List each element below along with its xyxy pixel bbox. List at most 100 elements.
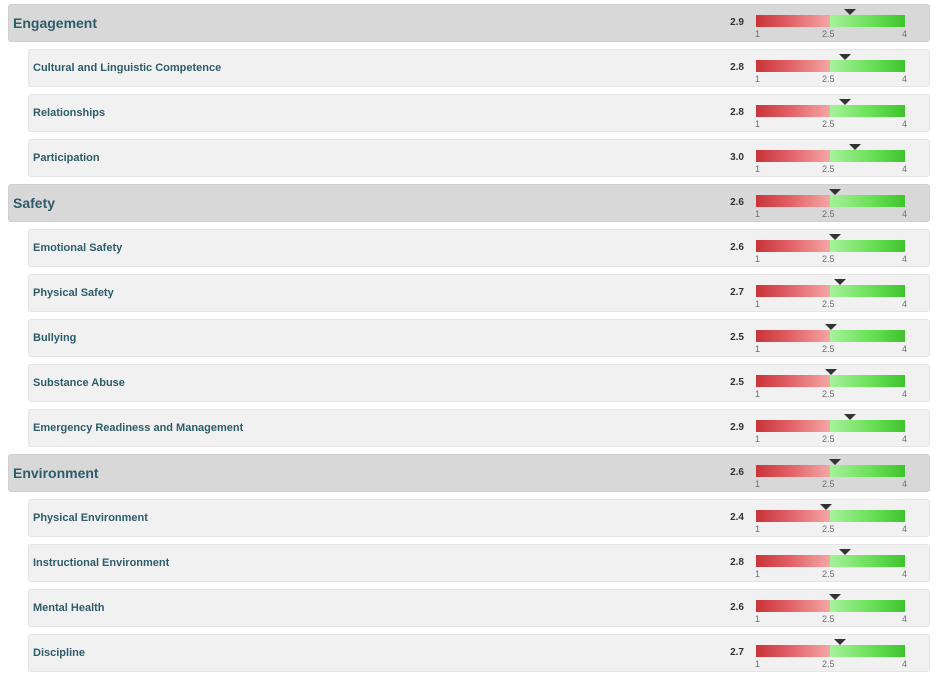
- score-gauge: 1 2.5 4: [755, 455, 908, 491]
- subcategory-row[interactable]: Emergency Readiness and Management 2.9 1 2.…: [28, 409, 930, 447]
- gauge-tick-min: 1: [755, 614, 761, 624]
- subcategory-row[interactable]: Mental Health 2.6 1 2.5 4: [28, 589, 930, 627]
- triangle-down-marker-icon: [844, 414, 857, 420]
- gauge-tick-max: 4: [902, 614, 908, 624]
- gauge-tick-max: 4: [902, 659, 908, 669]
- gauge-tick-mid: 2.5: [822, 299, 835, 309]
- triangle-down-marker-icon: [844, 9, 857, 15]
- subcategory-row[interactable]: Instructional Environment 2.8 1 2.5 4: [28, 544, 930, 582]
- score-gauge: 1 2.5 4: [755, 410, 907, 446]
- score-gauge: 1 2.5 4: [755, 230, 908, 266]
- gauge-tick-mid: 2.5: [822, 614, 835, 624]
- triangle-down-marker-icon: [819, 504, 832, 510]
- subcategory-label: Emergency Readiness and Management: [33, 422, 244, 434]
- gauge-bar: [756, 60, 905, 72]
- score-value: 2.9: [730, 422, 744, 433]
- subcategory-row[interactable]: Emotional Safety 2.6 1 2.5 4: [28, 229, 930, 267]
- gauge-tick-mid: 2.5: [822, 119, 835, 129]
- triangle-down-marker-icon: [839, 99, 852, 105]
- gauge-bar: [756, 150, 905, 162]
- gauge-tick-max: 4: [902, 479, 908, 489]
- gauge-tick-max: 4: [902, 254, 908, 264]
- subcategory-row[interactable]: Cultural and Linguistic Competence 2.8 1 2.…: [28, 49, 930, 87]
- gauge-bar: [756, 105, 905, 117]
- score-value: 2.6: [730, 467, 744, 478]
- gauge-low-band: [756, 375, 830, 387]
- triangle-down-marker-icon: [849, 144, 862, 150]
- category-row[interactable]: Safety 2.6 1 2.5 4: [8, 184, 930, 222]
- triangle-down-marker-icon: [829, 459, 842, 465]
- subcategory-label: Bullying: [33, 332, 77, 344]
- score-value: 2.6: [730, 242, 744, 253]
- subcategory-row[interactable]: Bullying 2.5 1 2.5 4: [28, 319, 930, 357]
- gauge-tick-mid: 2.5: [822, 569, 835, 579]
- gauge-bar: [756, 330, 905, 342]
- gauge-tick-max: 4: [902, 524, 908, 534]
- gauge-tick-max: 4: [902, 74, 908, 84]
- gauge-bar: [756, 420, 905, 432]
- subcategory-label: Participation: [33, 152, 100, 164]
- gauge-tick-min: 1: [755, 29, 761, 39]
- score-gauge: 1 2.5 4: [755, 500, 908, 536]
- gauge-high-band: [830, 15, 905, 27]
- subcategory-row[interactable]: Physical Safety 2.7 1 2.5 4: [28, 274, 930, 312]
- gauge-tick-mid: 2.5: [822, 209, 835, 219]
- subcategory-row[interactable]: Physical Environment 2.4 1 2.5 4: [28, 499, 930, 537]
- subcategory-label: Cultural and Linguistic Competence: [33, 62, 222, 74]
- subcategory-row[interactable]: Discipline 2.7 1 2.5 4: [28, 634, 930, 672]
- triangle-down-marker-icon: [829, 189, 842, 195]
- gauge-low-band: [756, 330, 830, 342]
- gauge-bar: [756, 600, 905, 612]
- gauge-low-band: [756, 645, 830, 657]
- score-gauge: 1 2.5 4: [755, 320, 907, 356]
- gauge-tick-mid: 2.5: [822, 74, 835, 84]
- score-gauge: 1 2.5 4: [755, 95, 907, 131]
- score-gauge: 1 2.5 4: [755, 5, 907, 41]
- triangle-down-marker-icon: [824, 324, 837, 330]
- score-gauge: 1 2.5 4: [755, 590, 908, 626]
- score-value: 2.7: [730, 647, 744, 658]
- triangle-down-marker-icon: [829, 594, 842, 600]
- subcategory-row[interactable]: Relationships 2.8 1 2.5 4: [28, 94, 930, 132]
- subcategory-label: Substance Abuse: [33, 377, 125, 389]
- gauge-tick-mid: 2.5: [822, 434, 835, 444]
- gauge-tick-min: 1: [755, 434, 761, 444]
- subcategory-label: Physical Environment: [33, 512, 148, 524]
- gauge-tick-min: 1: [755, 164, 761, 174]
- triangle-down-marker-icon: [824, 369, 837, 375]
- gauge-tick-min: 1: [755, 299, 761, 309]
- subcategory-label: Emotional Safety: [33, 242, 123, 254]
- gauge-low-band: [756, 105, 830, 117]
- score-value: 2.6: [730, 197, 744, 208]
- gauge-tick-min: 1: [755, 524, 761, 534]
- score-value: 2.4: [730, 512, 744, 523]
- gauge-high-band: [830, 150, 905, 162]
- score-gauge: 1 2.5 4: [755, 140, 908, 176]
- category-row[interactable]: Engagement 2.9 1 2.5 4: [8, 4, 930, 42]
- gauge-tick-max: 4: [902, 164, 908, 174]
- score-value: 3.0: [730, 152, 744, 163]
- category-label: Environment: [13, 465, 99, 481]
- subcategory-row[interactable]: Substance Abuse 2.5 1 2.5 4: [28, 364, 930, 402]
- score-value: 2.8: [730, 107, 744, 118]
- triangle-down-marker-icon: [839, 549, 852, 555]
- gauge-low-band: [756, 555, 830, 567]
- gauge-high-band: [830, 555, 905, 567]
- gauge-tick-mid: 2.5: [822, 479, 835, 489]
- gauge-high-band: [830, 60, 905, 72]
- gauge-high-band: [830, 105, 905, 117]
- score-value: 2.9: [730, 17, 744, 28]
- score-gauge: 1 2.5 4: [755, 545, 907, 581]
- gauge-tick-max: 4: [902, 209, 908, 219]
- gauge-tick-min: 1: [755, 254, 761, 264]
- gauge-high-band: [830, 240, 905, 252]
- category-row[interactable]: Environment 2.6 1 2.5 4: [8, 454, 930, 492]
- gauge-bar: [756, 375, 905, 387]
- score-gauge: 1 2.5 4: [755, 50, 908, 86]
- score-gauge: 1 2.5 4: [755, 365, 907, 401]
- gauge-tick-min: 1: [755, 209, 761, 219]
- subcategory-row[interactable]: Participation 3.0 1 2.5 4: [28, 139, 930, 177]
- gauge-high-band: [830, 285, 905, 297]
- gauge-bar: [756, 465, 905, 477]
- gauge-tick-min: 1: [755, 389, 761, 399]
